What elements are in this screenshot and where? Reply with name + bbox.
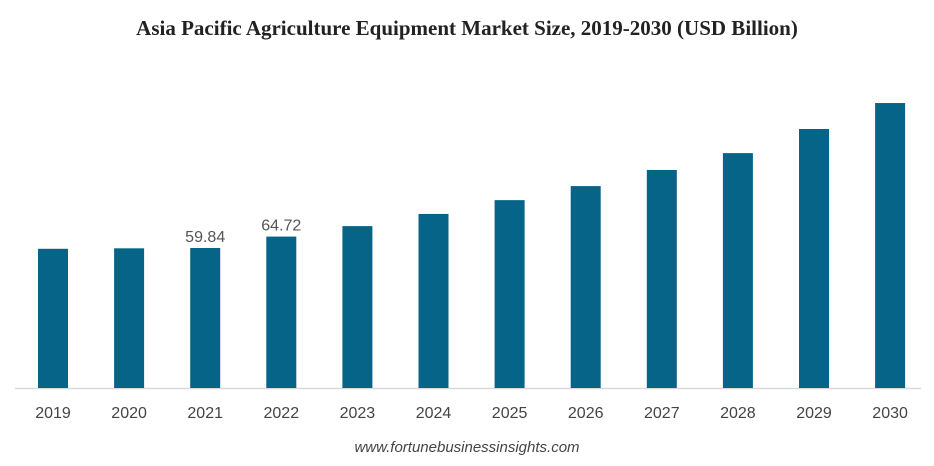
x-tick-label: 2029 [796,405,832,422]
bar-2027 [646,169,677,388]
bar-2028 [722,153,753,388]
bar-2029 [799,129,829,389]
bar-2025 [494,200,525,388]
x-tick-label: 2024 [416,405,452,422]
chart-title: Asia Pacific Agriculture Equipment Marke… [136,16,798,40]
x-tick-label: 2025 [492,405,528,422]
source-text: www.fortunebusinessinsights.com [354,439,580,456]
bar-2023 [342,226,373,388]
bar-2024 [418,213,449,388]
bar-2026 [570,186,601,388]
bar-2021 [190,248,221,388]
x-tick-label: 2019 [35,405,71,422]
x-tick-label: 2028 [720,405,756,422]
data-label-2022: 64.72 [261,218,301,235]
data-label-2021: 59.84 [185,229,225,246]
x-tick-label: 2021 [187,405,223,422]
bar-2030 [875,103,906,389]
x-tick-label: 2026 [568,405,604,422]
bar-2022 [266,236,297,388]
bar-2019 [38,248,68,388]
x-tick-label: 2023 [340,405,376,422]
x-tick-label: 2022 [264,405,300,422]
x-tick-label: 2027 [644,405,680,422]
bar-2020 [114,248,145,388]
x-tick-label: 2020 [111,405,147,422]
x-tick-label: 2030 [872,405,908,422]
